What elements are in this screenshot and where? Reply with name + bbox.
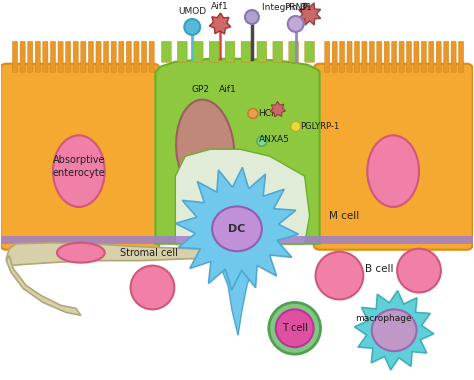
FancyBboxPatch shape [289,41,299,62]
Polygon shape [6,256,81,315]
Text: DC: DC [228,224,246,234]
FancyBboxPatch shape [436,41,441,72]
FancyBboxPatch shape [50,41,55,72]
FancyBboxPatch shape [81,41,86,72]
FancyBboxPatch shape [399,41,404,72]
FancyBboxPatch shape [421,41,427,72]
FancyBboxPatch shape [96,41,101,72]
Circle shape [130,266,174,309]
FancyBboxPatch shape [58,41,63,72]
Polygon shape [175,168,299,290]
Ellipse shape [212,206,262,251]
Text: T cell: T cell [282,323,308,333]
Circle shape [288,16,304,32]
Text: M cell: M cell [329,211,360,221]
Ellipse shape [372,309,417,351]
FancyBboxPatch shape [134,41,139,72]
Text: PRNP: PRNP [284,3,308,12]
FancyBboxPatch shape [27,41,33,72]
FancyBboxPatch shape [12,41,18,72]
Circle shape [291,122,301,131]
FancyBboxPatch shape [88,41,93,72]
FancyBboxPatch shape [65,41,71,72]
FancyBboxPatch shape [414,41,419,72]
Text: PGLYRP-1: PGLYRP-1 [300,122,339,131]
FancyBboxPatch shape [209,41,219,62]
FancyBboxPatch shape [407,41,411,72]
Text: Absorptive
enterocyte: Absorptive enterocyte [53,155,105,178]
Text: GP2: GP2 [191,85,209,94]
Text: HCK: HCK [258,109,277,118]
FancyBboxPatch shape [458,41,464,72]
FancyBboxPatch shape [177,41,187,62]
FancyBboxPatch shape [451,41,456,72]
FancyBboxPatch shape [126,41,131,72]
Circle shape [269,302,320,354]
FancyBboxPatch shape [325,41,330,72]
Text: Integrin β1: Integrin β1 [262,3,312,12]
Polygon shape [355,291,434,370]
Text: Aif1: Aif1 [219,85,237,94]
Circle shape [245,10,259,24]
FancyBboxPatch shape [257,41,267,62]
FancyBboxPatch shape [193,41,203,62]
FancyBboxPatch shape [384,41,389,72]
Text: B cell: B cell [365,264,394,274]
FancyBboxPatch shape [429,41,434,72]
FancyBboxPatch shape [273,41,283,62]
FancyBboxPatch shape [314,64,473,250]
FancyBboxPatch shape [377,41,382,72]
FancyBboxPatch shape [339,41,345,72]
FancyBboxPatch shape [162,41,171,62]
Ellipse shape [57,243,105,263]
FancyBboxPatch shape [392,41,397,72]
FancyBboxPatch shape [43,41,48,72]
Circle shape [397,249,441,293]
FancyBboxPatch shape [149,41,154,72]
FancyBboxPatch shape [305,41,314,62]
FancyBboxPatch shape [347,41,352,72]
Ellipse shape [176,100,234,199]
Polygon shape [222,271,252,335]
Polygon shape [210,13,231,34]
Ellipse shape [53,135,105,207]
FancyBboxPatch shape [111,41,116,72]
FancyBboxPatch shape [73,41,78,72]
Text: Stromal cell: Stromal cell [119,248,177,258]
Text: Aif1: Aif1 [211,2,229,11]
Circle shape [248,108,258,119]
Text: UMOD: UMOD [178,7,206,16]
FancyBboxPatch shape [0,64,159,250]
FancyBboxPatch shape [141,41,146,72]
FancyBboxPatch shape [444,41,449,72]
Polygon shape [270,101,286,117]
FancyBboxPatch shape [20,41,25,72]
Polygon shape [155,59,319,244]
Text: ANXA5: ANXA5 [259,135,290,144]
Bar [1,236,473,244]
Ellipse shape [367,135,419,207]
FancyBboxPatch shape [369,41,374,72]
Polygon shape [299,3,321,25]
FancyBboxPatch shape [241,41,251,62]
Polygon shape [6,243,260,266]
FancyBboxPatch shape [355,41,359,72]
Polygon shape [175,149,310,244]
Circle shape [276,309,314,347]
Text: macrophage: macrophage [355,314,411,323]
FancyBboxPatch shape [103,41,109,72]
FancyBboxPatch shape [332,41,337,72]
Circle shape [184,19,200,35]
Circle shape [257,136,267,146]
FancyBboxPatch shape [35,41,40,72]
FancyBboxPatch shape [225,41,235,62]
Circle shape [316,252,363,299]
FancyBboxPatch shape [118,41,124,72]
FancyBboxPatch shape [362,41,367,72]
